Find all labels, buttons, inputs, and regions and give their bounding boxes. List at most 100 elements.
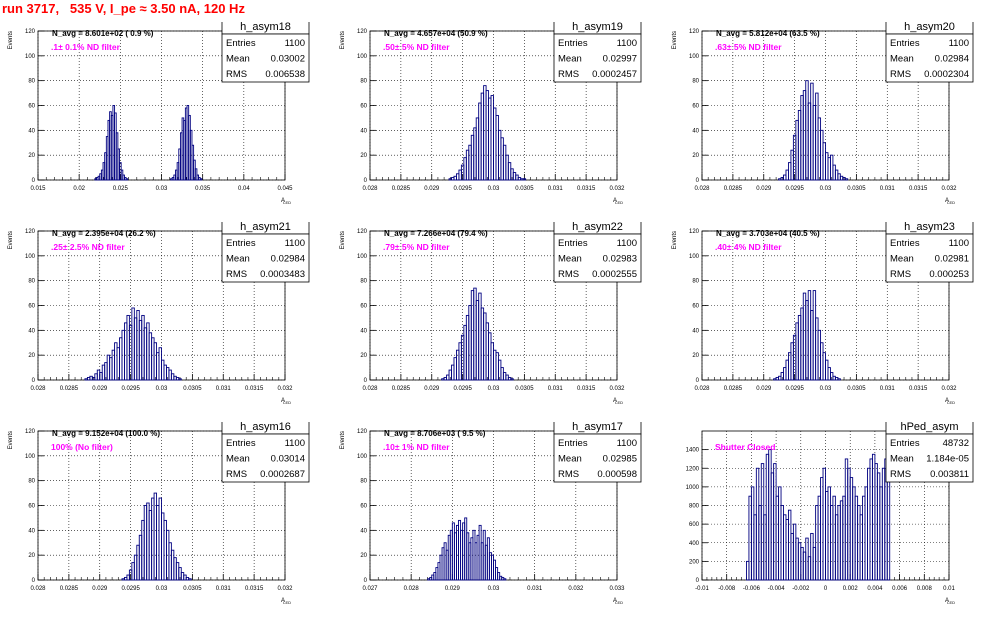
y-tick-label: 100 (25, 54, 36, 60)
x-tick-label: 0.032 (609, 386, 625, 392)
y-tick-label: 120 (689, 229, 700, 235)
histogram-title: h_asym18 (240, 22, 291, 33)
x-tick-label: 0.0315 (909, 186, 928, 192)
stat-value: 0.02983 (603, 254, 637, 265)
histogram-h-asym20: 0.028 0.0285 0.029 0.0295 0.03 0.0305 0.031 0.0… (672, 22, 974, 205)
y-tick-label: 0 (32, 378, 36, 384)
n-avg-label: N_avg = 8.601e+02 ( 0.9 %) (52, 29, 154, 38)
x-tick-label: 0.0285 (392, 386, 411, 392)
x-tick-label: 0.031 (216, 386, 232, 392)
title-box: h_asym19 (553, 22, 642, 35)
stat-name: Mean (226, 54, 250, 65)
y-tick-label: 400 (689, 541, 700, 547)
x-tick-label: 0.029 (424, 186, 440, 192)
y-tick-label: 40 (360, 128, 367, 134)
histogram-h-asym18: 0.015 0.02 0.025 0.03 0.035 0.04 0.045 0 20 40 60 8… (8, 22, 310, 205)
y-tick-label: 80 (360, 79, 367, 85)
x-tick-label: 0.033 (609, 586, 625, 592)
x-axis-label-subscript: LED (947, 600, 955, 605)
x-axis-label: A (945, 598, 949, 604)
y-tick-label: 120 (25, 229, 36, 235)
x-tick-label: 0.002 (843, 586, 859, 592)
filter-label: .40± 4% ND filter (715, 242, 782, 252)
x-tick-label: 0.031 (216, 586, 232, 592)
histogram-title: h_asym19 (572, 22, 623, 33)
y-tick-label: 40 (28, 128, 35, 134)
x-tick-label: -0.006 (743, 586, 761, 592)
x-tick-label: 0 (824, 586, 828, 592)
panel-h-asym17: 0.027 0.028 0.029 0.03 0.031 0.032 0.033 0 20 40 6… (332, 422, 664, 628)
panel-h-asym19: 0.028 0.0285 0.029 0.0295 0.03 0.0305 0.031 0.0… (332, 22, 664, 228)
filter-label: .79± 5% ND filter (383, 242, 450, 252)
y-tick-label: 60 (360, 304, 367, 310)
stat-name: Mean (558, 54, 582, 65)
x-tick-label: 0.029 (92, 586, 108, 592)
x-axis-label-subscript: LED (283, 200, 291, 205)
y-tick-label: 80 (360, 479, 367, 485)
x-tick-label: 0.035 (195, 186, 211, 192)
histogram-title: h_asym16 (240, 422, 291, 433)
histogram-title: h_asym23 (904, 222, 955, 233)
x-tick-label: 0.0295 (785, 186, 804, 192)
y-tick-label: 0 (364, 178, 368, 184)
stat-name: RMS (558, 269, 579, 280)
histogram-bins (121, 492, 192, 581)
x-tick-label: 0.03 (488, 586, 500, 592)
stats-box-frame (221, 233, 310, 283)
stats-box-frame (553, 433, 642, 483)
stat-name: RMS (226, 469, 247, 480)
x-axis-label: A (613, 398, 617, 404)
filter-label: .63± 5% ND filter (715, 42, 782, 52)
stat-name: Mean (890, 454, 914, 465)
x-tick-label: 0.0315 (577, 186, 596, 192)
x-axis-label-subscript: LED (615, 400, 623, 405)
x-tick-label: 0.031 (880, 186, 896, 192)
filter-label: .25± 2.5% ND filter (51, 242, 125, 252)
stat-name: Mean (226, 254, 250, 265)
x-tick-label: 0.032 (568, 586, 584, 592)
x-tick-label: 0.004 (867, 586, 883, 592)
title-box: h_asym16 (221, 422, 310, 435)
x-tick-label: 0.029 (445, 586, 461, 592)
stat-name: RMS (558, 69, 579, 80)
histogram-bin (844, 178, 849, 181)
filter-label: .1± 0.1% ND filter (51, 42, 121, 52)
y-axis-label: Events (672, 31, 678, 49)
title-box: h_asym23 (885, 222, 974, 235)
n-avg-label: N_avg = 5.812e+04 (63.5 %) (716, 29, 820, 38)
y-tick-label: 60 (360, 104, 367, 110)
stat-value: 1100 (285, 438, 305, 449)
x-tick-label: 0.01 (943, 586, 955, 592)
x-axis-label-subscript: LED (947, 200, 955, 205)
stat-value: 0.0002687 (260, 469, 305, 480)
panel-h-asym22: 0.028 0.0285 0.029 0.0295 0.03 0.0305 0.031 0.0… (332, 222, 664, 428)
stat-name: Entries (558, 38, 588, 49)
x-tick-label: 0.028 (362, 186, 378, 192)
stat-value: 0.0002457 (592, 69, 637, 80)
x-tick-label: 0.028 (30, 586, 46, 592)
stats-box-frame (885, 233, 974, 283)
stat-name: Mean (226, 454, 250, 465)
title-box: hPed_asym (885, 422, 974, 435)
stat-value: 0.02984 (935, 54, 969, 65)
y-axis-label: Events (672, 231, 678, 249)
y-tick-label: 100 (357, 254, 368, 260)
stat-value: 0.000253 (929, 269, 969, 280)
x-tick-label: 0.028 (694, 186, 710, 192)
stat-name: Entries (226, 238, 256, 249)
x-tick-label: 0.031 (527, 586, 543, 592)
y-tick-label: 60 (28, 304, 35, 310)
stat-name: Entries (558, 438, 588, 449)
x-tick-label: 0.032 (941, 186, 957, 192)
x-axis-label: A (281, 198, 285, 204)
x-tick-label: 0.0315 (245, 386, 264, 392)
stat-value: 0.03014 (271, 454, 305, 465)
stat-name: RMS (890, 269, 911, 280)
y-tick-label: 1400 (686, 448, 700, 454)
histogram-bins (441, 287, 514, 381)
x-axis-label: A (613, 198, 617, 204)
plot-frame (37, 30, 286, 181)
y-tick-label: 100 (689, 54, 700, 60)
histogram-h-asym17: 0.027 0.028 0.029 0.03 0.031 0.032 0.033 0 20 40 6… (340, 422, 642, 605)
x-tick-label: 0.0295 (453, 386, 472, 392)
